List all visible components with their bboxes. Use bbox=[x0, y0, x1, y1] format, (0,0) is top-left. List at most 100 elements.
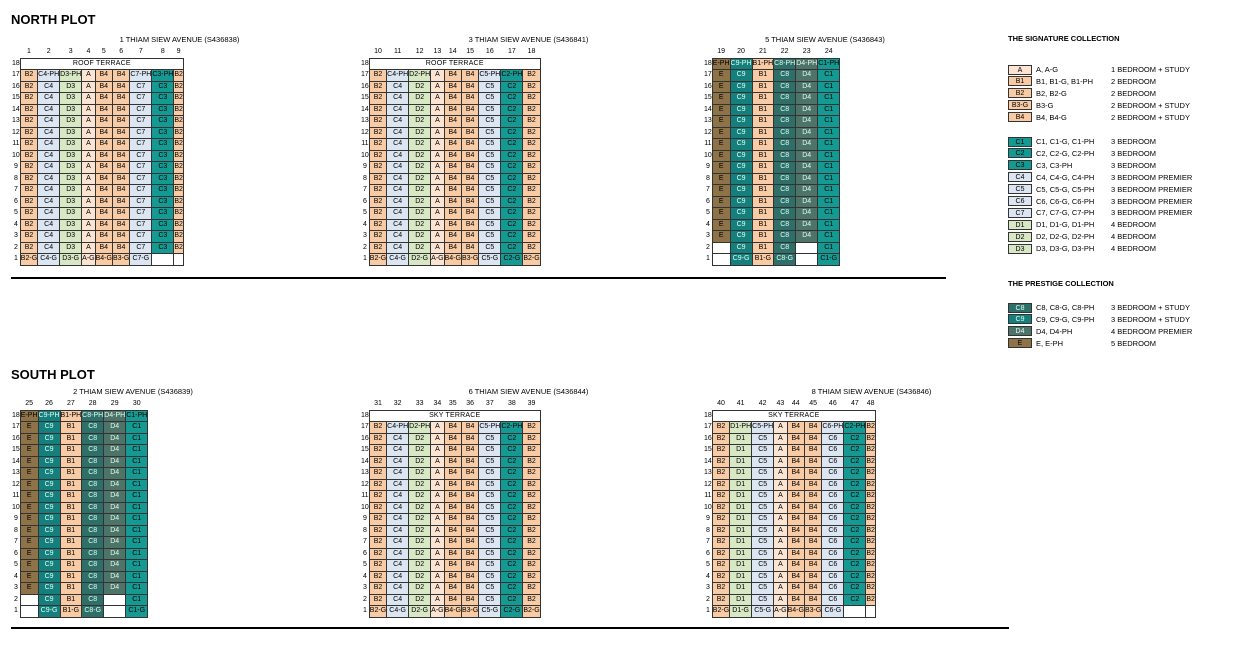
level-row: 7 B2 D1 C5 A B4 B4 C6 C2 B2 bbox=[704, 536, 876, 549]
level-number: 11 bbox=[704, 492, 712, 500]
stack-number: 28 bbox=[88, 400, 97, 408]
unit-cell: E bbox=[19, 513, 39, 526]
unit-cell: C1 bbox=[817, 172, 841, 185]
legend-swatch: C8 bbox=[1008, 302, 1032, 313]
level-number: 6 bbox=[362, 197, 367, 205]
unit-cell: C5 bbox=[478, 184, 502, 197]
level-number: 2 bbox=[362, 243, 367, 251]
unit-cell: D2 bbox=[408, 559, 432, 572]
unit-cell: B4 bbox=[111, 138, 131, 151]
unit-cell: C5 bbox=[478, 126, 502, 139]
unit-cell: B4 bbox=[786, 547, 805, 560]
legend-description: 2 BEDROOM bbox=[1111, 88, 1157, 98]
unit-cell: B1 bbox=[59, 444, 83, 457]
unit-cell: C2 bbox=[500, 513, 524, 526]
level-row: 9 E C9 B1 C8 D4 C1 bbox=[12, 513, 149, 526]
unit-cell: A bbox=[430, 230, 445, 243]
unit-cell: C7 bbox=[129, 195, 153, 208]
legend-units: C6, C6-G, C6-PH bbox=[1036, 196, 1095, 206]
unit-cell: B2 bbox=[368, 593, 388, 606]
unit-cell: C6 bbox=[821, 490, 845, 503]
unit-cell: B4 bbox=[460, 195, 480, 208]
unit-cell: A bbox=[773, 467, 788, 480]
level-number: 10 bbox=[704, 151, 712, 159]
level-number: 10 bbox=[704, 503, 712, 511]
terrace-band: SKY TERRACE bbox=[711, 409, 876, 422]
unit-cell: D1 bbox=[729, 467, 753, 480]
legend-item: C8 C8, C8-G, C8-PH 3 BEDROOM + STUDY bbox=[1008, 302, 1190, 313]
level-number: 4 bbox=[705, 572, 710, 580]
unit-cell: C5 bbox=[751, 536, 775, 549]
level-number: 6 bbox=[705, 197, 710, 205]
unit-cell: D1 bbox=[729, 444, 753, 457]
stack-number: 33 bbox=[415, 400, 424, 408]
unit-cell: B4 bbox=[111, 161, 131, 174]
unit-cell bbox=[711, 253, 731, 266]
unit-cell: C2-PH bbox=[843, 421, 867, 434]
level-number: 18 bbox=[704, 411, 712, 419]
south-ground-line bbox=[11, 627, 1009, 629]
unit-cell: B1 bbox=[751, 172, 775, 185]
level-row: 14 B2 C4 D2 A B4 B4 C5 C2 B2 bbox=[361, 103, 541, 116]
unit-cell: C8 bbox=[773, 103, 797, 116]
unit-cell: B2 bbox=[522, 582, 541, 595]
level-number: 8 bbox=[362, 526, 367, 534]
unit-cell: C2 bbox=[500, 149, 524, 162]
unit-cell: B1 bbox=[751, 241, 775, 254]
unit-cell: B1 bbox=[751, 149, 775, 162]
unit-cell: B2 bbox=[19, 115, 39, 128]
unit-cell: B2 bbox=[711, 593, 731, 606]
unit-cell: C5 bbox=[751, 559, 775, 572]
unit-cell: C1 bbox=[817, 149, 841, 162]
level-number: 3 bbox=[13, 232, 18, 240]
unit-cell: E bbox=[711, 115, 731, 128]
unit-cell: D4 bbox=[795, 80, 819, 93]
unit-cell: B2 bbox=[19, 161, 39, 174]
unit-cell: C8 bbox=[773, 161, 797, 174]
legend-description: 3 BEDROOM PREMIER bbox=[1111, 184, 1193, 194]
level-number: 15 bbox=[12, 446, 20, 454]
unit-cell: C6 bbox=[821, 559, 845, 572]
stack-number: 13 bbox=[433, 48, 442, 56]
unit-cell: C9 bbox=[729, 241, 753, 254]
unit-cell: B2 bbox=[711, 570, 731, 583]
legend-swatch: B4 bbox=[1008, 112, 1032, 123]
unit-cell: C9 bbox=[37, 547, 61, 560]
unit-cell: A bbox=[773, 536, 788, 549]
stack-table: 25 26 27 28 29 30 18 E-PH C9-PH B1-PH C8-PH D4-PH C1… bbox=[12, 399, 149, 618]
unit-cell: C2 bbox=[500, 126, 524, 139]
level-row: 17 B2 C4-PH D2-PH A B4 B4 C5-PH C2-PH B2 bbox=[361, 69, 541, 82]
unit-cell: B4 bbox=[443, 547, 462, 560]
unit-cell: C4 bbox=[37, 138, 61, 151]
unit-cell: B2 bbox=[19, 103, 39, 116]
level-row: 6 B2 D1 C5 A B4 B4 C6 C2 B2 bbox=[704, 547, 876, 560]
unit-cell: B2 bbox=[711, 582, 731, 595]
unit-cell: C4 bbox=[386, 184, 410, 197]
unit-cell: C5 bbox=[478, 230, 502, 243]
unit-cell: B2 bbox=[19, 241, 39, 254]
unit-cell: B2 bbox=[522, 490, 541, 503]
unit-cell: B4 bbox=[803, 490, 823, 503]
stack-number: 27 bbox=[66, 400, 75, 408]
level-row: 11 B2 C4 D3 A B4 B4 C7 C3 B2 bbox=[12, 138, 184, 151]
unit-cell: C5-G bbox=[751, 605, 775, 618]
unit-cell: C5 bbox=[478, 478, 502, 491]
level-number: 14 bbox=[704, 105, 712, 113]
unit-cell: D1-PH bbox=[729, 421, 753, 434]
unit-cell: B2 bbox=[522, 593, 541, 606]
unit-cell: D4 bbox=[795, 161, 819, 174]
unit-cell: B4 bbox=[786, 444, 805, 457]
unit-cell: D2-PH bbox=[408, 421, 432, 434]
level-number: 7 bbox=[13, 186, 18, 194]
unit-cell: C1 bbox=[817, 241, 841, 254]
unit-cell: B2 bbox=[368, 207, 388, 220]
level-row: 12 B2 C4 D2 A B4 B4 C5 C2 B2 bbox=[361, 126, 541, 139]
unit-cell: B2 bbox=[522, 536, 541, 549]
unit-cell: B2 bbox=[173, 92, 184, 105]
unit-cell: B4 bbox=[460, 103, 480, 116]
unit-cell: D4 bbox=[103, 513, 127, 526]
unit-cell: A bbox=[81, 69, 96, 82]
unit-cell: B4 bbox=[443, 467, 462, 480]
unit-cell: B2 bbox=[368, 501, 388, 514]
unit-cell: C1 bbox=[125, 478, 149, 491]
